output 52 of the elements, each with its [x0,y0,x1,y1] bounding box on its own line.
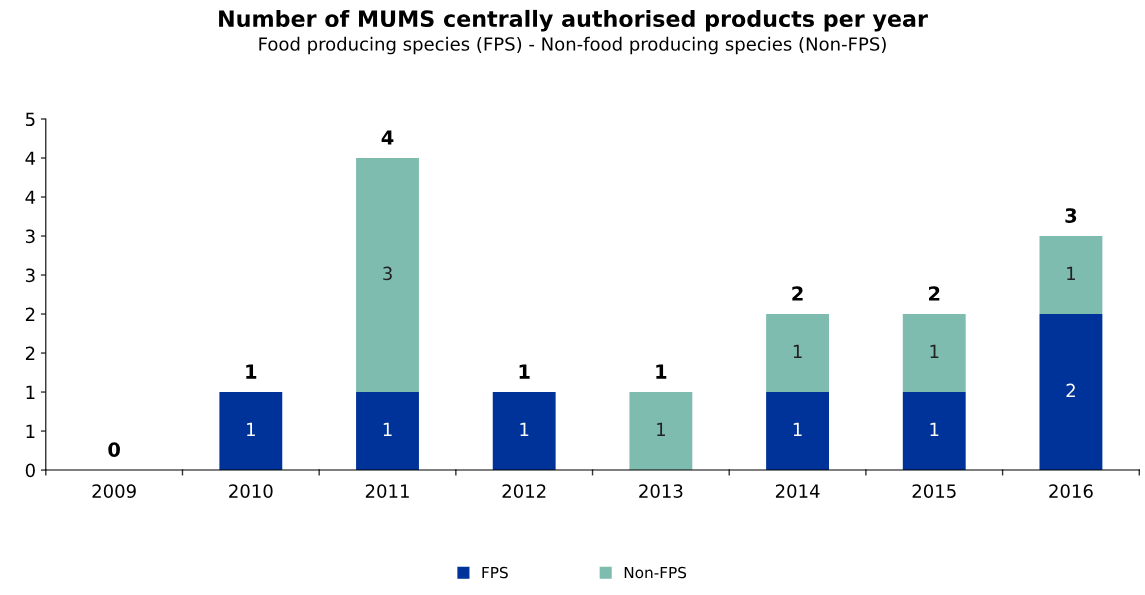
data-label: 1 [247,422,255,437]
total-label: 2 [792,286,803,301]
y-tick-label: 4 [25,151,36,165]
data-label: 1 [930,422,939,437]
y-tick-label: 0 [25,463,35,478]
total-label: 1 [246,364,257,379]
total-label: 1 [656,364,667,379]
bar [766,392,829,471]
data-label: 2 [1066,383,1075,398]
data-label: 1 [793,344,802,359]
y-tick-label: 1 [26,385,35,399]
bar [356,392,419,471]
total-label: 1 [519,364,530,379]
x-tick-label: 2015 [912,484,956,498]
y-tick-label: 2 [25,346,35,360]
y-tick-label: 3 [25,229,35,244]
y-tick-label: 4 [25,190,36,204]
legend-label: Non-FPS [624,566,687,579]
y-tick-label: 1 [26,424,35,438]
data-label: 1 [1067,266,1076,280]
x-tick-label: 2012 [502,484,546,498]
x-tick-label: 2009 [92,484,136,498]
bar [766,314,829,393]
bar [902,392,966,471]
bar [492,392,556,471]
data-label: 1 [930,344,939,359]
x-tick-label: 2010 [229,484,273,498]
x-tick-label: 2013 [639,484,683,498]
chart-title: Number of MUMS centrally authorised products per year [219,9,928,32]
bar [629,392,693,471]
bar [1039,236,1103,315]
total-label: 4 [381,130,394,145]
total-label: 3 [1065,208,1077,223]
total-label: 0 [108,442,120,457]
bar [902,314,966,393]
x-tick-label: 2016 [1049,484,1093,498]
data-label: 1 [383,422,392,437]
x-tick-label: 2014 [775,484,820,498]
bar [1039,314,1103,471]
x-tick-label: 2011 [365,484,409,498]
y-tick-label: 3 [25,268,35,283]
chart-subtitle: Food producing species (FPS) - Non-food producing species (Non-FPS) [259,36,886,55]
data-label: 1 [520,422,529,437]
data-label: 1 [657,422,665,437]
total-label: 2 [929,286,940,301]
data-label: 3 [383,266,392,281]
data-label: 1 [793,422,802,437]
bar [219,392,283,471]
y-tick-label: 2 [25,307,35,321]
y-tick-label: 5 [25,112,35,127]
bar [356,158,419,393]
legend-label: FPS [482,566,508,579]
